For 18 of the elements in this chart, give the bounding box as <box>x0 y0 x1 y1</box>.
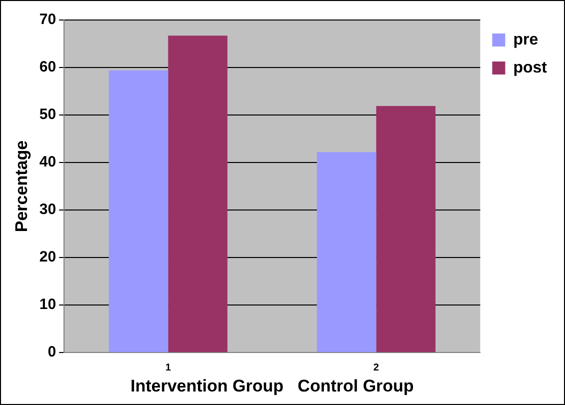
bar <box>316 152 376 352</box>
y-tick-label: 10 <box>39 296 56 314</box>
x-axis-title: Intervention Group Control Group <box>130 376 414 396</box>
x-tick-label: 1 <box>165 362 172 374</box>
legend-label: pre <box>513 31 538 48</box>
y-axis-title: Percentage <box>12 140 31 232</box>
bar <box>376 106 436 352</box>
y-tick-label: 0 <box>48 344 56 361</box>
y-tick-label: 70 <box>39 11 56 28</box>
x-tick-label: 2 <box>373 362 380 374</box>
y-tick-label: 20 <box>39 248 56 266</box>
y-tick-label: 30 <box>39 201 56 218</box>
legend-label: post <box>513 59 548 76</box>
bar <box>108 70 168 352</box>
bar <box>168 36 228 352</box>
y-tick-label: 40 <box>39 154 56 171</box>
y-tick-label: 50 <box>39 106 56 124</box>
y-tick-label: 60 <box>39 58 56 76</box>
